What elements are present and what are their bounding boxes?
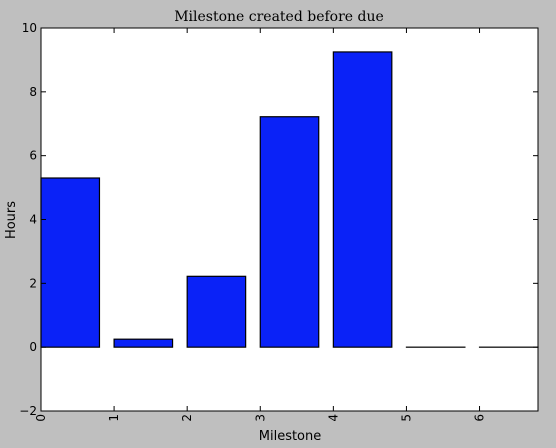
y-tick-label: 0: [29, 340, 37, 354]
x-tick-label: 6: [473, 414, 487, 422]
bar-3: [259, 116, 320, 348]
x-tick-label: 4: [326, 414, 340, 422]
y-tick-label: 8: [29, 85, 37, 99]
y-tick-label: 10: [22, 21, 37, 35]
y-tick-label: 2: [29, 276, 37, 290]
x-tick-label: 1: [107, 414, 121, 422]
chart-title: Milestone created before due: [174, 9, 384, 25]
bar-4: [332, 51, 393, 348]
x-tick-label: 0: [34, 414, 48, 422]
y-tick-label: 6: [29, 149, 37, 163]
x-axis-label: Milestone: [259, 429, 322, 444]
y-axis-label: Hours: [4, 201, 19, 239]
bar-1: [113, 338, 174, 348]
y-tick-label: −2: [19, 404, 37, 418]
x-tick-label: 2: [180, 414, 194, 422]
x-tick-label: 5: [399, 414, 413, 422]
x-tick-label: 3: [253, 414, 267, 422]
bar-2: [186, 275, 247, 348]
bar-0: [40, 177, 101, 348]
y-tick-label: 4: [29, 213, 37, 227]
